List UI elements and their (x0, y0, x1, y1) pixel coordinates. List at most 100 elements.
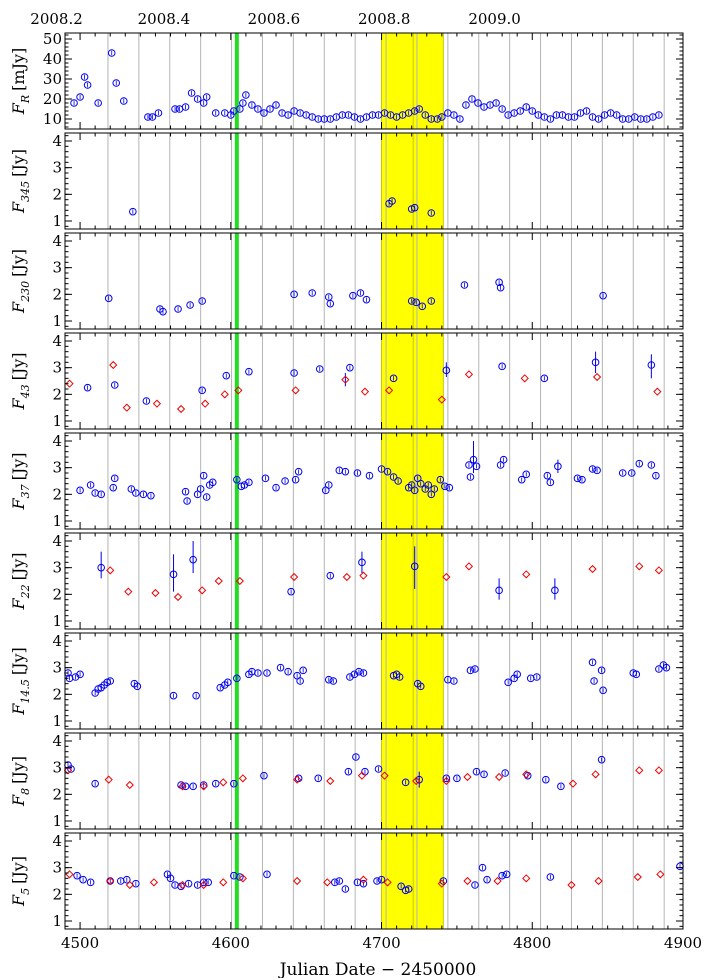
y-axis-label: F37 [Jy] (9, 452, 32, 510)
data-point-circle (198, 386, 206, 395)
data-point-diamond (109, 360, 118, 370)
data-point-circle (647, 461, 656, 469)
data-point-circle (462, 101, 470, 109)
data-point-circle (263, 870, 271, 879)
data-point-diamond (219, 778, 228, 787)
data-point-circle (430, 485, 439, 493)
top-axis-tick-label: 2008.8 (358, 10, 411, 28)
data-point-diamond (635, 562, 644, 571)
data-point-circle (501, 769, 509, 777)
data-point-circle (236, 873, 244, 881)
data-point-circle (495, 586, 503, 595)
y-tick-label: 4 (52, 532, 62, 550)
y-axis-label-main: F (9, 102, 28, 115)
data-point-circle (315, 365, 324, 373)
data-point-diamond (106, 566, 115, 575)
data-point-circle (233, 475, 241, 484)
y-tick-label: 3 (52, 359, 62, 377)
data-point-circle (368, 111, 377, 119)
data-point-diamond (199, 880, 208, 890)
data-point-circle (341, 885, 350, 893)
y-tick-label: 3 (52, 859, 62, 877)
data-point-diamond (291, 386, 300, 395)
data-point-circle (499, 455, 508, 464)
y-tick-label: 2 (52, 885, 62, 903)
data-point-circle (374, 765, 383, 773)
data-point-circle (532, 673, 541, 681)
data-point-diamond (152, 399, 162, 408)
y-tick-label: 1 (52, 312, 62, 330)
data-point-circle (326, 571, 335, 580)
data-point-circle (632, 670, 641, 679)
y-axis-label-unit: [Jy] (9, 452, 28, 480)
data-point-circle (359, 669, 368, 677)
data-point-circle (110, 474, 119, 483)
y-axis-label-unit: [Jy] (9, 856, 28, 884)
data-point-circle (498, 362, 506, 371)
data-point-diamond (654, 766, 663, 775)
data-point-circle (590, 677, 598, 685)
data-point-circle (416, 479, 425, 488)
y-tick-label: 1 (52, 512, 62, 530)
data-point-circle (627, 469, 636, 477)
y-axis-label-unit: [Jy] (9, 552, 28, 580)
data-point-circle (474, 99, 482, 107)
data-point-circle (171, 105, 179, 113)
data-point-circle (349, 291, 357, 300)
data-point-circle (445, 483, 454, 492)
data-point-circle (415, 775, 424, 784)
data-point-circle (498, 871, 506, 880)
data-point-diamond (151, 588, 160, 598)
data-point-circle (326, 299, 335, 308)
data-point-circle (469, 455, 478, 464)
x-tick-label: 4500 (61, 934, 99, 952)
data-point-circle (245, 478, 253, 487)
highlight-band (381, 333, 444, 429)
data-point-diamond (125, 780, 134, 790)
panel-frame (64, 732, 684, 830)
data-point-circle (442, 366, 451, 375)
data-point-circle (433, 115, 442, 123)
data-point-circle (564, 113, 573, 121)
data-point-circle (655, 665, 663, 673)
data-point-circle (404, 885, 413, 893)
data-point-diamond (178, 880, 187, 890)
data-point-circle (290, 290, 298, 299)
data-point-circle (67, 765, 75, 773)
x-tick-label: 4800 (513, 934, 551, 952)
data-point-circle (495, 278, 503, 287)
data-point-circle (211, 779, 220, 788)
data-point-circle (588, 465, 597, 473)
data-point-circle (546, 115, 555, 123)
y-tick-label: 3 (52, 459, 62, 477)
y-axis-label: F345 [Jy] (9, 149, 32, 214)
panels-container: 1020304050FR[mJy]1234F345[Jy]1234F230[Jy… (9, 30, 702, 952)
data-point-circle (181, 487, 190, 496)
data-point-circle (239, 99, 247, 107)
data-point-circle (410, 486, 419, 495)
data-point-circle (570, 113, 579, 121)
panel-frame (64, 32, 684, 130)
data-point-circle (230, 779, 238, 788)
data-point-circle (110, 381, 119, 389)
data-point-diamond (522, 770, 531, 779)
data-point-circle (127, 485, 136, 493)
data-point-circle (202, 93, 211, 101)
data-point-diamond (124, 587, 133, 596)
data-point-circle (513, 670, 521, 679)
highlight-band (381, 433, 444, 529)
highlight-band (381, 533, 444, 629)
y-tick-label: 2 (52, 385, 62, 403)
data-point-circle (139, 490, 148, 499)
y-axis-label: FR [mJy] (9, 48, 32, 116)
data-point-circle (483, 875, 491, 884)
data-point-circle (450, 111, 458, 119)
y-tick-label: 1 (52, 812, 62, 830)
y-tick-label: 4 (52, 632, 62, 650)
data-point-circle (346, 363, 354, 372)
data-point-diamond (199, 782, 208, 791)
data-point-circle (542, 775, 550, 784)
data-point-circle (442, 774, 451, 783)
data-point-circle (412, 298, 421, 307)
data-point-diamond (65, 379, 74, 388)
